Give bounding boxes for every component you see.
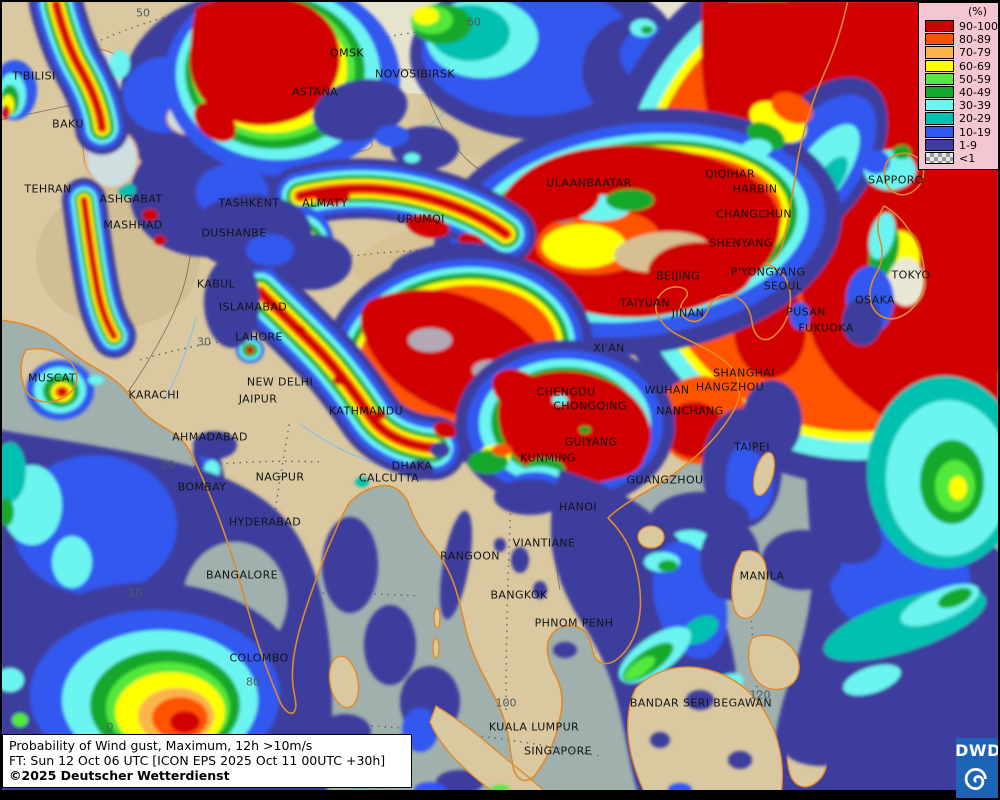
legend-bin-label: 20-29 <box>959 112 991 126</box>
legend-rows: 90-100 80-89 70-79 60-69 50-59 40-49 30-39 20-2… <box>919 20 999 165</box>
legend-row: 70-79 <box>919 46 999 59</box>
islands <box>328 451 828 800</box>
legend-row: 50-59 <box>919 72 999 86</box>
coastlines <box>0 0 926 782</box>
legend-bin-label: 1-9 <box>959 138 977 152</box>
dwd-logo: DWD <box>955 738 1000 800</box>
legend-row: <1 <box>919 151 999 165</box>
spiral-icon <box>964 768 987 790</box>
legend-row: 80-89 <box>919 33 999 46</box>
legend-bin-label: 30-39 <box>959 99 991 113</box>
legend-swatch <box>925 138 954 151</box>
legend-swatch <box>925 20 954 33</box>
dwd-logo-text: DWD <box>955 741 1000 760</box>
legend-row: 30-39 <box>919 99 999 112</box>
legend-title: (%) <box>967 5 987 18</box>
legend-bin-label: 70-79 <box>959 46 991 60</box>
legend-swatch <box>925 46 954 59</box>
legend-row: 40-49 <box>919 85 999 100</box>
legend-swatch <box>925 125 954 138</box>
legend-swatch <box>925 99 954 112</box>
legend-panel: (%) 90-100 80-89 70-79 60-69 50-59 40-49 30-39… <box>918 2 1000 171</box>
island-spots <box>490 690 918 800</box>
legend-row: 60-69 <box>919 59 999 73</box>
legend-bin-label: 50-59 <box>959 72 991 86</box>
caption-product-line: Probability of Wind gust, Maximum, 12h >… <box>9 738 313 753</box>
caption-forecast-line: FT: Sun 12 Oct 06 UTC [ICON EPS 2025 Oct… <box>9 753 386 768</box>
legend-swatch <box>925 72 954 85</box>
legend-bin-label: 40-49 <box>959 86 991 100</box>
legend-bin-label: 60-69 <box>959 59 991 73</box>
legend-swatch <box>925 59 954 72</box>
legend-bin-label: 80-89 <box>959 33 991 47</box>
legend-bin-label: 90-100 <box>959 20 998 34</box>
legend-swatch <box>925 85 954 99</box>
legend-swatch <box>925 151 954 165</box>
legend-row: 10-19 <box>919 125 999 139</box>
caption-box: Probability of Wind gust, Maximum, 12h >… <box>2 734 412 788</box>
bottom-bar <box>0 790 1000 800</box>
legend-row: 20-29 <box>919 112 999 125</box>
legend-swatch <box>925 112 954 125</box>
legend-bin-label: <1 <box>959 151 976 165</box>
legend-row: 90-100 <box>919 20 999 33</box>
caption-copyright-line: ©2025 Deutscher Wetterdienst <box>9 768 230 783</box>
legend-swatch <box>925 33 954 46</box>
legend-bin-label: 10-19 <box>959 125 991 139</box>
legend-row: 1-9 <box>919 138 999 152</box>
